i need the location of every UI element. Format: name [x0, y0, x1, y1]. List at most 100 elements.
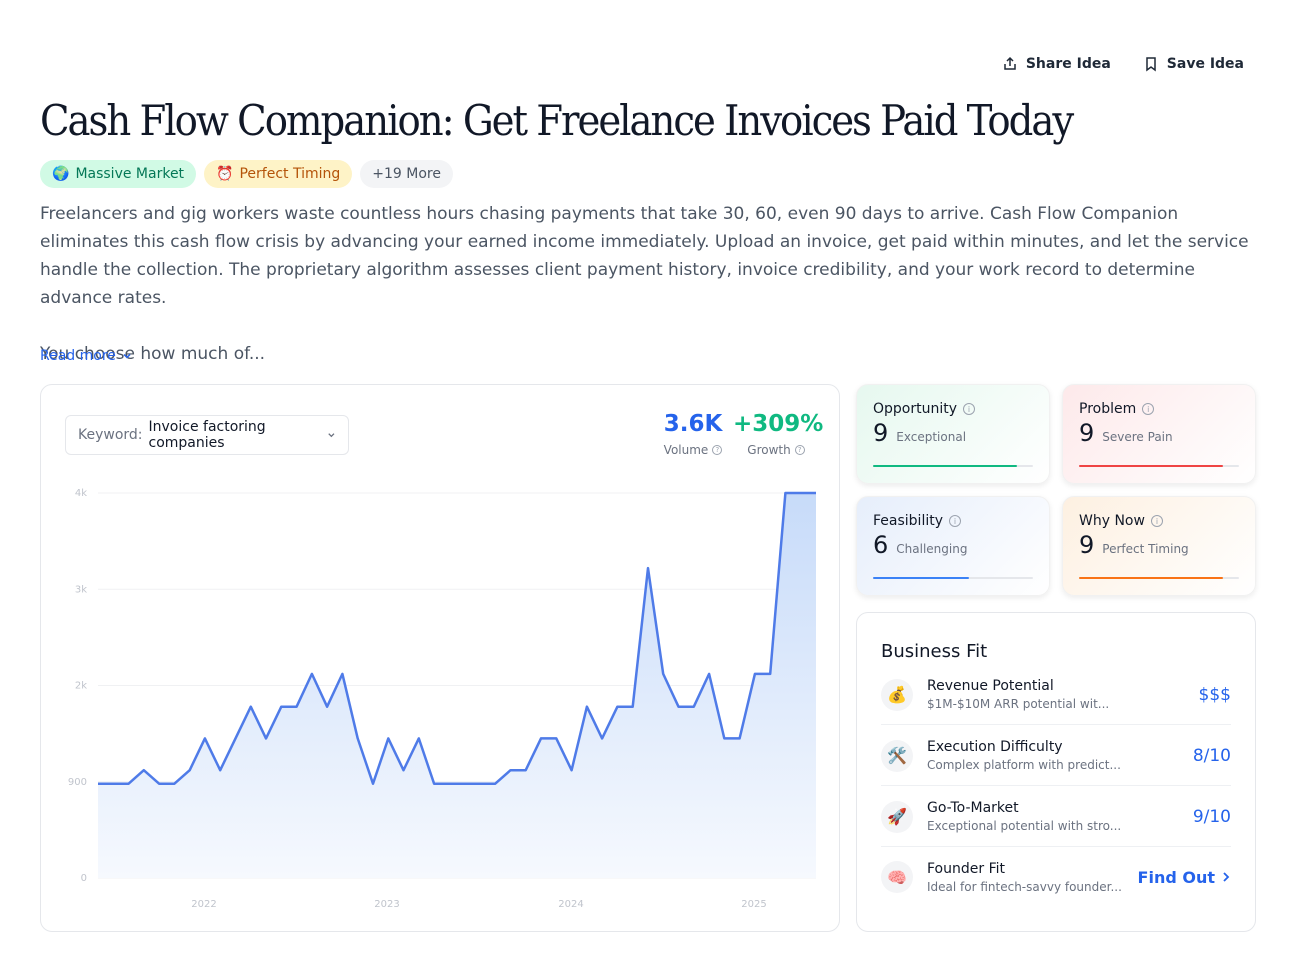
- money-bag-icon: 💰: [881, 678, 913, 711]
- fit-item-name: Go-To-Market: [927, 800, 1019, 816]
- score-card-why-now[interactable]: Why Now i 9 Perfect Timing: [1062, 496, 1256, 596]
- y-tick-label: 0: [81, 873, 87, 884]
- score-bar-fill: [1079, 465, 1223, 467]
- growth-stat: +309% Growth?: [733, 411, 824, 457]
- description-paragraph: You choose how much of...: [40, 344, 266, 364]
- score-bar: [873, 577, 1033, 579]
- score-value: 9: [873, 419, 889, 447]
- score-label: Why Now: [1079, 513, 1145, 529]
- info-icon[interactable]: i: [949, 515, 961, 527]
- score-label: Problem: [1079, 401, 1137, 417]
- info-icon[interactable]: i: [1150, 515, 1163, 527]
- score-card-opportunity[interactable]: Opportunity i 9 Exceptional: [856, 384, 1050, 484]
- score-bar-fill: [873, 577, 969, 579]
- keyword-label: Keyword:: [78, 427, 143, 443]
- score-card-feasibility[interactable]: Feasibility i 6 Challenging: [856, 496, 1050, 596]
- series-area: [98, 493, 816, 878]
- chevron-right-icon: [1223, 872, 1230, 882]
- score-label: Feasibility: [873, 513, 943, 529]
- trend-chart: 0 900 2k 3k 4k 2022 2023 2024 2025: [68, 488, 816, 910]
- score-bar: [873, 465, 1033, 467]
- badge-perfect-timing[interactable]: ⏰ Perfect Timing: [204, 160, 353, 188]
- share-idea-label: Share Idea: [1025, 56, 1111, 72]
- page-title: Cash Flow Companion: Get Freelance Invoi…: [40, 96, 1074, 145]
- y-tick-label: 2k: [75, 681, 87, 692]
- score-value: 6: [873, 531, 889, 559]
- rocket-icon: 🚀: [881, 800, 913, 833]
- y-tick-label: 3k: [75, 584, 87, 595]
- top-actions: Share Idea Save Idea: [1002, 56, 1244, 72]
- score-bar-fill: [1079, 577, 1223, 579]
- score-value: 9: [1079, 419, 1095, 447]
- score-description: Perfect Timing: [1102, 542, 1189, 556]
- fit-item-sub: Exceptional potential with stro...: [927, 819, 1122, 833]
- growth-label: Growth: [747, 443, 791, 457]
- volume-value: 3.6K: [663, 411, 723, 437]
- save-idea-button[interactable]: Save Idea: [1143, 56, 1244, 72]
- fit-item-sub: Complex platform with predict...: [927, 758, 1121, 772]
- alarm-clock-icon: ⏰: [216, 166, 234, 182]
- info-icon[interactable]: i: [963, 403, 976, 415]
- badge-more[interactable]: +19 More: [360, 160, 453, 188]
- find-out-label: Find Out: [1137, 867, 1215, 887]
- find-out-link[interactable]: Find Out: [1138, 868, 1231, 887]
- globe-icon: 🌍: [52, 166, 70, 182]
- share-icon: [1004, 56, 1016, 70]
- fit-item-name: Revenue Potential: [927, 678, 1054, 694]
- business-fit-card: Business Fit 💰 Revenue Potential $1M-$10M…: [856, 612, 1256, 932]
- tools-icon: 🛠️: [881, 739, 913, 772]
- volume-stat: 3.6K Volume?: [653, 411, 733, 457]
- y-tick-label: 4k: [75, 488, 87, 499]
- share-idea-button[interactable]: Share Idea: [1002, 56, 1111, 72]
- fit-item-revenue-potential[interactable]: 💰 Revenue Potential $1M-$10M ARR potentia…: [881, 665, 1231, 725]
- description: Freelancers and gig workers waste countl…: [40, 200, 1256, 396]
- fit-item-execution-difficulty[interactable]: 🛠️ Execution Difficulty Complex platform …: [881, 726, 1231, 786]
- chevron-down-icon: [123, 353, 131, 359]
- fit-item-value: 8/10: [1192, 745, 1231, 766]
- x-tick-label: 2024: [558, 899, 583, 910]
- volume-label: Volume: [663, 443, 709, 457]
- score-description: Severe Pain: [1102, 430, 1173, 444]
- score-label: Opportunity: [873, 401, 958, 417]
- save-idea-label: Save Idea: [1166, 56, 1244, 72]
- score-bar: [1079, 577, 1239, 579]
- score-description: Challenging: [896, 542, 968, 556]
- badge-label: Perfect Timing: [239, 166, 341, 182]
- info-icon[interactable]: i: [1142, 403, 1155, 415]
- x-tick-label: 2023: [374, 899, 399, 910]
- trend-chart-card: Keyword: Invoice factoring companies 3.6…: [40, 384, 840, 932]
- help-icon[interactable]: ?: [712, 445, 723, 455]
- series-line: [98, 491, 816, 785]
- keyword-select[interactable]: Keyword: Invoice factoring companies: [65, 415, 349, 455]
- read-more-link[interactable]: Read more: [40, 348, 132, 364]
- fit-item-name: Founder Fit: [927, 860, 1005, 877]
- score-card-problem[interactable]: Problem i 9 Severe Pain: [1062, 384, 1256, 484]
- badge-label: Massive Market: [75, 166, 185, 182]
- bookmark-icon: [1146, 57, 1156, 72]
- fit-item-name: Execution Difficulty: [927, 739, 1063, 755]
- score-bar-fill: [873, 465, 1017, 467]
- x-tick-label: 2022: [191, 899, 216, 910]
- business-fit-title: Business Fit: [881, 641, 988, 662]
- fit-item-value: $$$: [1198, 684, 1231, 705]
- score-bar: [1079, 465, 1239, 467]
- fit-item-founder-fit[interactable]: 🧠 Founder Fit Ideal for fintech-savvy fou…: [881, 847, 1231, 907]
- fit-item-value: 9/10: [1192, 806, 1231, 827]
- read-more-label: Read more: [40, 348, 116, 364]
- y-tick-label: 900: [68, 777, 87, 788]
- description-paragraph: Freelancers and gig workers waste countl…: [40, 204, 1249, 308]
- fit-item-sub: $1M-$10M ARR potential wit...: [927, 697, 1110, 711]
- fit-item-sub: Ideal for fintech-savvy founder...: [927, 879, 1122, 894]
- fit-item-go-to-market[interactable]: 🚀 Go-To-Market Exceptional potential with…: [881, 787, 1231, 847]
- badge-list: 🌍 Massive Market ⏰ Perfect Timing +19 Mo…: [40, 160, 453, 188]
- keyword-value: Invoice factoring companies: [148, 419, 266, 451]
- badge-label: +19 More: [372, 166, 441, 182]
- badge-massive-market[interactable]: 🌍 Massive Market: [40, 160, 197, 188]
- brain-icon: 🧠: [881, 861, 913, 893]
- score-value: 9: [1079, 531, 1095, 559]
- x-tick-label: 2025: [741, 899, 766, 910]
- help-icon[interactable]: ?: [794, 445, 805, 455]
- chevron-down-icon: [328, 433, 335, 438]
- growth-value: +309%: [733, 411, 824, 437]
- score-description: Exceptional: [896, 430, 967, 444]
